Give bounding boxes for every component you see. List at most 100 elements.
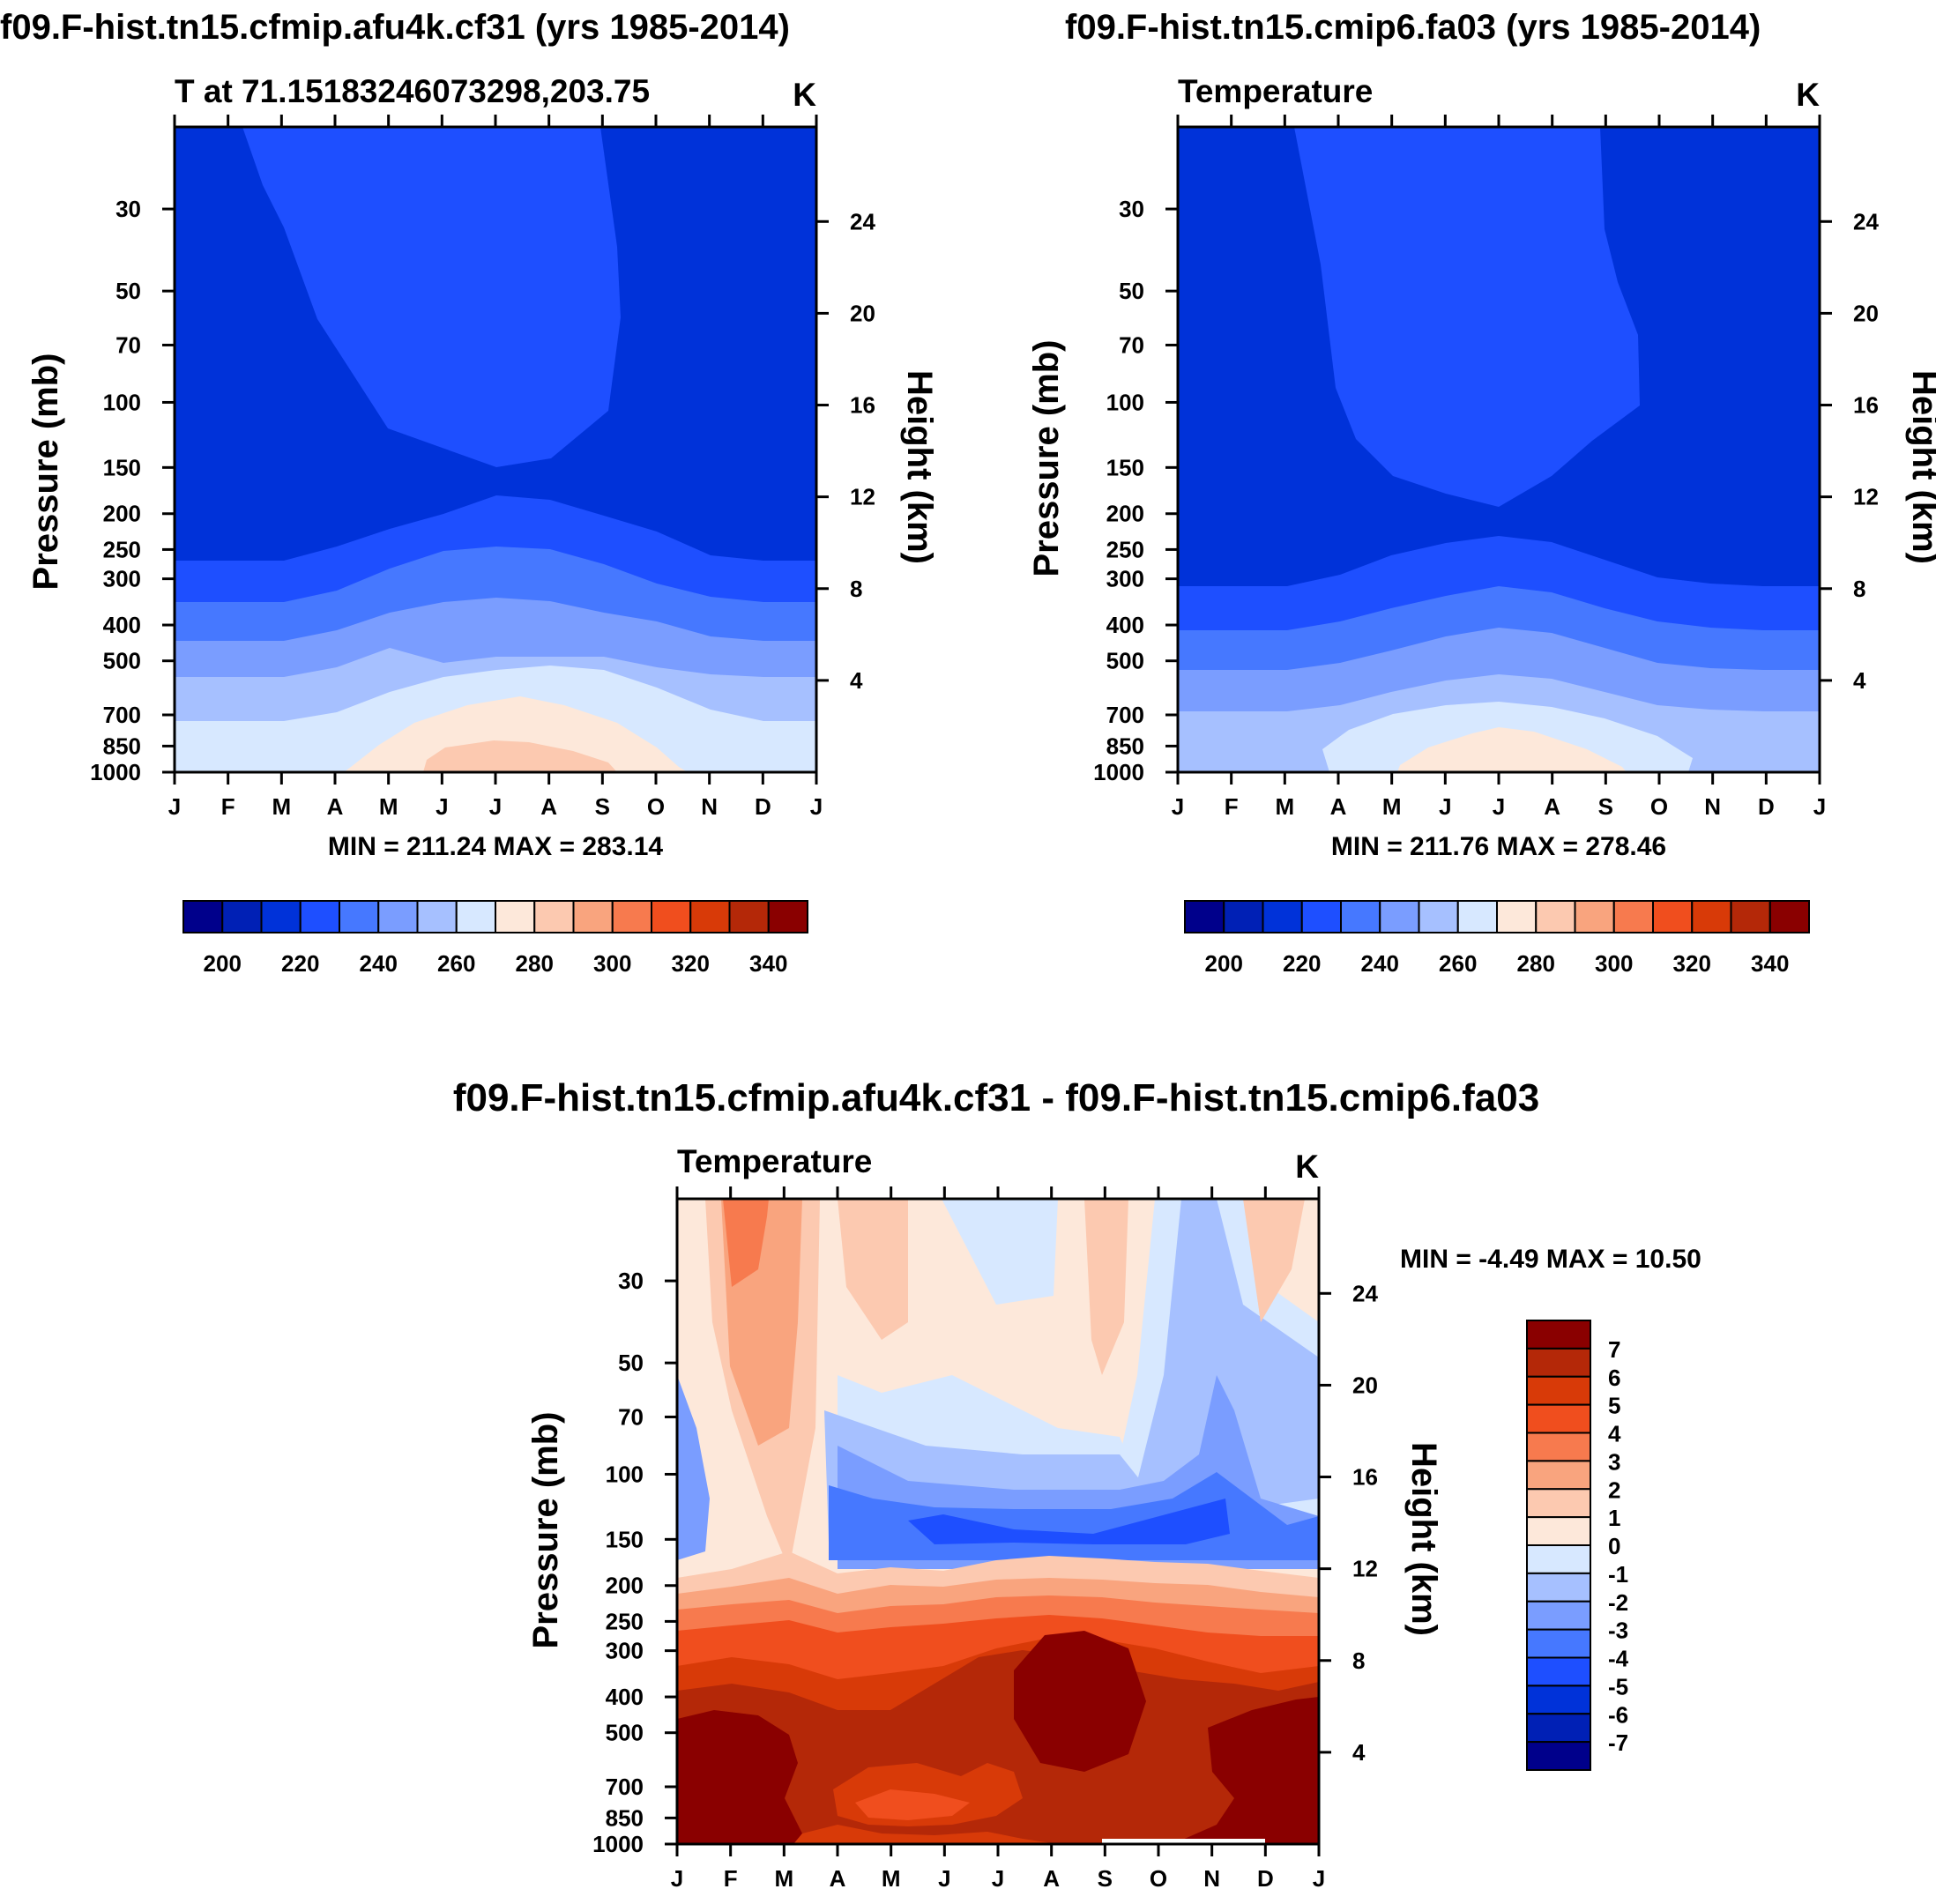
y-tick-label: 150 [606, 1526, 644, 1552]
y2-tick-label: 20 [1853, 300, 1879, 326]
y-tick-label: 400 [606, 1684, 644, 1710]
colorbar-label: 260 [437, 950, 475, 977]
panel-subtitle: Temperature [1178, 73, 1373, 109]
y-tick-label: 850 [1106, 733, 1144, 759]
y2-tick-label: 20 [850, 300, 875, 326]
contour-band-neg5 [908, 1499, 1230, 1544]
colorbar-label: 300 [593, 950, 631, 977]
x-tick-label: A [1544, 793, 1560, 820]
x-tick-label: D [1758, 793, 1775, 820]
contour-band-4-lower [855, 1789, 970, 1820]
colorbar-swatch [299, 900, 340, 933]
colorbar-label: 240 [360, 950, 398, 977]
colorbar-swatch [221, 900, 263, 933]
colorbar-swatch [1526, 1656, 1591, 1687]
y-axis-label: Pressure (mb) [1027, 340, 1066, 577]
panel-title: f09.F-hist.tn15.cmip6.fa03 (yrs 1985-201… [1065, 8, 1761, 47]
panel-title: f09.F-hist.tn15.cfmip.afu4k.cf31 - f09.F… [453, 1076, 1539, 1119]
x-tick-label: N [1203, 1865, 1220, 1892]
x-tick-label: J [938, 1865, 950, 1892]
y2-tick-label: 24 [1352, 1280, 1378, 1306]
colorbar-swatch [1379, 900, 1420, 933]
y-tick-label: 200 [103, 501, 141, 527]
colorbar-swatch [495, 900, 536, 933]
stats-label: MIN = 211.24 MAX = 283.14 [328, 832, 664, 861]
y-tick-label: 250 [1106, 536, 1144, 562]
x-tick-label: S [595, 793, 610, 820]
panel-subtitle: Temperature [677, 1143, 872, 1179]
y-tick-label: 70 [1119, 331, 1144, 358]
x-tick-label: J [489, 793, 502, 820]
colorbar-swatch [416, 900, 458, 933]
y-tick-label: 400 [103, 612, 141, 638]
y-tick-label: 1000 [1093, 759, 1144, 785]
x-tick-label: A [1330, 793, 1347, 820]
colorbar-label: 300 [1595, 950, 1633, 977]
axis-ticks: J F M A M J J A S O N D J 30 50 70 100 150 200 250 300 400 500… [592, 1186, 1378, 1892]
contour-band-4-upper [723, 1199, 769, 1287]
y-tick-label: 400 [1106, 612, 1144, 638]
colorbar-label: 220 [1283, 950, 1321, 977]
x-tick-label: J [992, 1865, 1004, 1892]
y2-tick-label: 8 [1352, 1647, 1365, 1674]
y-tick-label: 150 [103, 454, 141, 480]
contour-band-left-blue [677, 1375, 710, 1560]
colorbar-swatch [1526, 1713, 1591, 1744]
colorbar-label: 7 [1608, 1336, 1620, 1363]
y2-tick-label: 12 [1853, 484, 1879, 510]
x-tick-label: J [1172, 793, 1184, 820]
y-tick-label: 700 [606, 1774, 644, 1800]
y-tick-label: 700 [1106, 702, 1144, 728]
y-tick-label: 100 [606, 1461, 644, 1487]
colorbar-swatch [1526, 1685, 1591, 1715]
y-tick-label: 150 [1106, 454, 1144, 480]
y-tick-label: 1000 [90, 759, 141, 785]
colorbar-swatch [1612, 900, 1654, 933]
colorbar-label: 280 [516, 950, 554, 977]
x-tick-label: J [1813, 793, 1826, 820]
x-tick-label: O [1150, 1865, 1167, 1892]
colorbar-label: -7 [1608, 1729, 1628, 1756]
panel-top-right: f09.F-hist.tn15.cmip6.fa03 (yrs 1985-201… [1027, 8, 1936, 977]
y2-tick-label: 24 [850, 208, 875, 234]
colorbar-swatch [1526, 1628, 1591, 1659]
colorbar-swatch [1184, 900, 1225, 933]
colorbar-label: 200 [1205, 950, 1243, 977]
x-tick-label: O [647, 793, 665, 820]
colorbar-swatch [1526, 1460, 1591, 1491]
colorbar-swatch [455, 900, 496, 933]
x-tick-label: S [1098, 1865, 1113, 1892]
contour-band-270 [1397, 727, 1627, 772]
x-tick-label: N [1704, 793, 1721, 820]
x-tick-label: J [436, 793, 448, 820]
panel-bottom-difference: f09.F-hist.tn15.cfmip.afu4k.cf31 - f09.F… [453, 1076, 1701, 1892]
x-tick-label: A [327, 793, 344, 820]
colorbar-swatch [728, 900, 770, 933]
colorbar-label: 2 [1608, 1476, 1620, 1503]
x-tick-label: M [774, 1865, 793, 1892]
colorbar-swatch [1730, 900, 1771, 933]
colorbar-swatch [1526, 1347, 1591, 1378]
y-tick-label: 50 [618, 1350, 644, 1376]
contour-band-7-center [1014, 1631, 1146, 1772]
colorbar-swatch [1768, 900, 1810, 933]
colorbar-label: -4 [1608, 1646, 1629, 1672]
colorbar-swatch [377, 900, 419, 933]
contour-band-7-right [1173, 1697, 1319, 1844]
y-tick-label: 30 [1119, 196, 1144, 222]
colorbar-label: 4 [1608, 1421, 1621, 1447]
y-tick-label: 30 [618, 1268, 644, 1294]
x-tick-label: N [701, 793, 718, 820]
colorbar-swatch [1418, 900, 1459, 933]
units-label: K [1796, 77, 1820, 113]
x-tick-label: M [379, 793, 398, 820]
colorbar-swatch [1691, 900, 1732, 933]
units-label: K [793, 77, 816, 113]
colorbar-swatch [611, 900, 652, 933]
x-tick-label: M [882, 1865, 901, 1892]
y2-tick-label: 8 [1853, 576, 1865, 602]
x-tick-label: F [1225, 793, 1239, 820]
y-tick-label: 850 [103, 733, 141, 759]
contour-fill-group [1178, 127, 1820, 772]
colorbar-swatch [1526, 1403, 1591, 1434]
